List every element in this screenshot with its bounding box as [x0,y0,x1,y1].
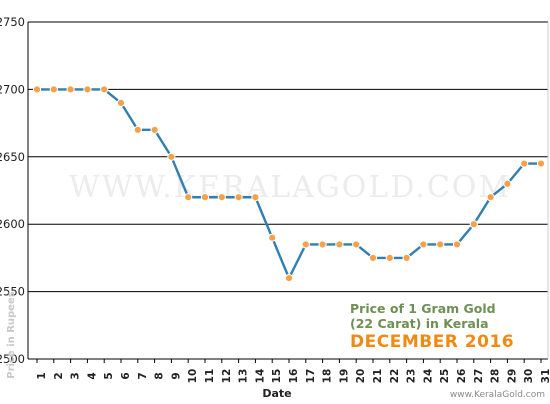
y-tick-label: 2700 [0,82,25,96]
x-tick-label: 30 [523,369,535,384]
data-point [385,253,394,262]
x-tick-label: 12 [221,369,233,384]
annotation-period: DECEMBER 2016 [350,332,514,352]
data-point [469,220,478,229]
grid-layer [28,21,548,293]
data-point [402,253,411,262]
label-layer: Date Price in Rupees Price of 1 Gram Gol… [6,291,545,400]
data-point [335,240,344,249]
y-tick-label: 2550 [0,285,25,299]
x-tick-label: 9 [170,372,182,379]
x-tick-label: 2 [53,372,65,379]
data-point [49,85,58,94]
data-point [536,159,546,168]
data-point [436,240,445,249]
data-point [116,98,126,107]
data-point [284,274,294,283]
data-point [167,152,176,161]
axes-layer [27,22,549,363]
x-tick-label: 3 [70,372,82,379]
data-point [150,125,159,134]
x-tick-label: 8 [154,372,166,379]
x-tick-labels: 1 2 3 4 5 6 7 8 9 10 11 12 13 14 15 16 17 18 19 20 21 22 23 24 2… [36,369,550,384]
data-point [368,253,378,262]
x-tick-label: 21 [372,369,384,384]
data-point [234,193,243,202]
y-tick-label: 2650 [0,150,25,164]
x-tick-label: 10 [187,369,199,384]
data-point [268,233,277,242]
data-point [503,179,512,188]
x-tick-label: 22 [389,369,401,384]
data-point [133,125,142,134]
y-tick-label: 2600 [0,217,25,231]
x-tick-label: 18 [322,369,334,384]
x-tick-label: 14 [254,369,266,384]
data-point [184,193,193,202]
x-tick-label: 29 [506,369,518,384]
data-point [217,193,226,202]
source-credit: www.KeralaGold.com [450,390,545,400]
y-axis-label: Price in Rupees [6,291,17,378]
data-point [318,240,327,249]
x-tick-label: 7 [137,372,149,379]
data-point [452,240,462,249]
data-point [520,159,529,168]
annotation-line-2: (22 Carat) in Kerala [350,316,489,331]
x-tick-label: 23 [406,369,418,384]
series-layer [32,85,546,283]
x-tick-label: 15 [271,369,283,384]
x-tick-label: 20 [355,369,367,384]
data-point [486,193,495,202]
data-point [301,240,310,249]
x-tick-label: 5 [103,372,115,379]
x-tick-label: 31 [540,369,550,384]
data-point [419,240,428,249]
data-point [83,85,92,94]
x-tick-label: 17 [305,369,317,384]
annotation-line-1: Price of 1 Gram Gold [350,301,496,316]
x-tick-label: 25 [439,369,451,384]
data-point [352,240,361,249]
data-point [200,193,210,202]
data-point [32,85,42,94]
x-tick-label: 26 [456,369,468,384]
x-tick-label: 28 [490,369,502,384]
x-tick-label: 16 [288,369,300,384]
y-tick-labels: 2500 2550 2600 2650 2700 2750 [0,15,25,366]
x-tick-label: 1 [36,372,48,379]
data-point [251,193,260,202]
x-tick-label: 27 [473,369,485,384]
data-point [100,85,109,94]
x-tick-label: 6 [120,372,132,379]
watermark-layer: WWW.KERALAGOLD.COM [69,170,511,205]
x-axis-label: Date [262,387,291,400]
data-point [66,85,75,94]
x-tick-label: 13 [238,369,250,384]
y-tick-label: 2500 [0,352,25,366]
x-tick-label: 11 [204,369,216,384]
x-tick-label: 24 [422,369,434,384]
x-tick-label: 19 [338,369,350,384]
y-tick-label: 2750 [0,15,25,29]
watermark-text: WWW.KERALAGOLD.COM [69,170,511,205]
x-tick-label: 4 [86,372,98,379]
